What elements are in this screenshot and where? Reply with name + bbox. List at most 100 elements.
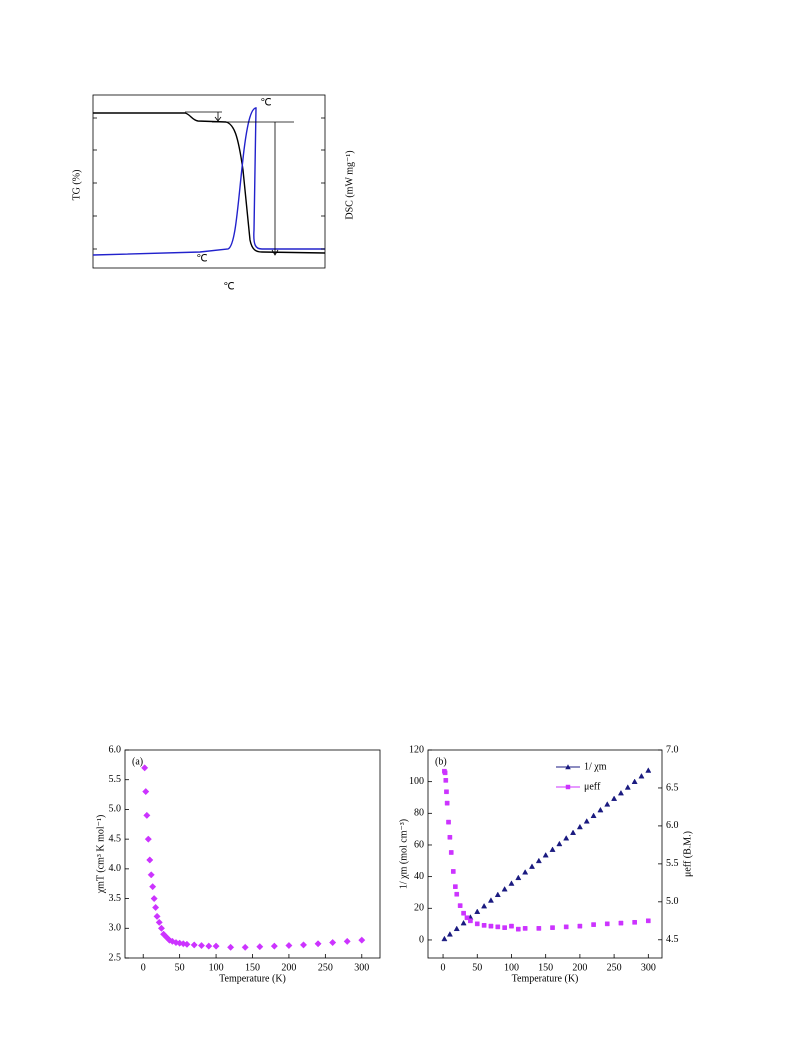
data-point [285,941,293,950]
right-ticks [93,117,325,250]
data-point [474,921,480,927]
y2-tick-label: 5.5 [666,858,679,869]
y2-tick-label: 7.0 [666,744,679,755]
data-point [183,940,191,948]
data-point [570,829,577,835]
data-point [577,923,583,929]
data-point [197,941,206,950]
y2-tick-label: 6.0 [666,820,679,831]
data-point [205,942,213,950]
annotation: (a) [132,756,143,767]
data-point [153,912,161,920]
data-point [563,835,570,841]
data-point [509,923,514,929]
x-tick-label: 250 [318,962,333,973]
data-point [508,880,515,886]
y-tick-label: 60 [414,839,424,850]
data-point [212,942,220,950]
data-point [488,923,494,929]
data-point [502,925,507,930]
legend-marker [565,764,571,770]
plot-frame [427,749,663,959]
x-tick-label: 150 [538,962,553,973]
x-tick-label: 100 [209,962,224,973]
plot-frame [92,94,326,269]
data-point [536,926,542,931]
data-point [501,886,508,892]
data-point [329,938,337,947]
data-point [597,806,604,813]
x-tick-label: 50 [175,962,185,973]
data-point [442,770,448,776]
data-point [590,812,597,819]
y-tick-label: 120 [409,744,424,755]
data-point [535,857,542,864]
x-tick-label: 200 [572,962,587,973]
data-point [227,943,235,951]
data-point [241,943,249,951]
data-point [149,883,157,891]
x-axis-label: ℃ [223,281,234,292]
data-point [443,778,449,783]
data-point [522,926,528,931]
data-point [515,874,522,881]
y2-tick-label: 5.0 [666,896,679,907]
x-tick-label: 150 [245,962,260,973]
y-tick-label: 100 [409,776,424,787]
data-point [453,884,458,889]
arrow-head [271,249,279,256]
data-point [141,764,149,772]
data-point [446,819,451,825]
data-point [190,941,198,949]
data-point [645,767,652,773]
data-point [444,800,450,806]
data-point [314,940,322,948]
data-point [624,784,631,790]
data-point [522,869,529,875]
data-point [157,924,165,932]
data-point [152,903,160,912]
data-point [299,941,308,949]
data-point [270,942,278,950]
data-point [617,789,624,796]
tg-curve [93,112,326,254]
data-point [604,801,611,807]
y-tick-label: 4.0 [109,863,122,874]
data-point [487,897,494,903]
legend-label: μeff [584,781,601,792]
y-tick-label: 3.0 [109,923,122,934]
y2-axis-label: μeff (B.M.) [682,831,693,877]
data-point [256,943,264,951]
data-point [343,937,351,945]
data-point [542,851,549,858]
data-point [495,924,501,930]
data-point [147,871,155,879]
data-point [494,891,501,898]
data-point [611,795,618,801]
data-point [481,902,488,909]
data-point [447,834,453,840]
y-tick-label: 20 [414,903,424,914]
x-axis-label: Temperature (K) [219,973,286,984]
x-tick-label: 250 [607,962,622,973]
data-point [448,850,454,855]
y-tick-label: 6.0 [109,744,122,755]
legend-marker [565,784,571,790]
y2-tick-label: 6.5 [666,782,679,793]
data-point [450,869,456,874]
data-point [146,856,154,864]
y-tick-label: 5.0 [109,804,122,815]
data-point [454,891,460,897]
y-tick-label: 3.5 [109,893,122,904]
data-point [576,823,583,830]
y-axis-label: χmT (cm³ K mol⁻¹) [95,815,106,895]
y-tick-label: 80 [414,808,424,819]
data-point [142,788,150,796]
x-tick-label: 0 [141,962,146,973]
data-point [550,925,555,930]
y-axis-label: TG (%) [71,170,82,201]
tg-dsc-figure: TG (%) DSC (mW mg⁻¹) ℃ ℃ ℃ [71,94,355,292]
data-point [444,789,449,795]
